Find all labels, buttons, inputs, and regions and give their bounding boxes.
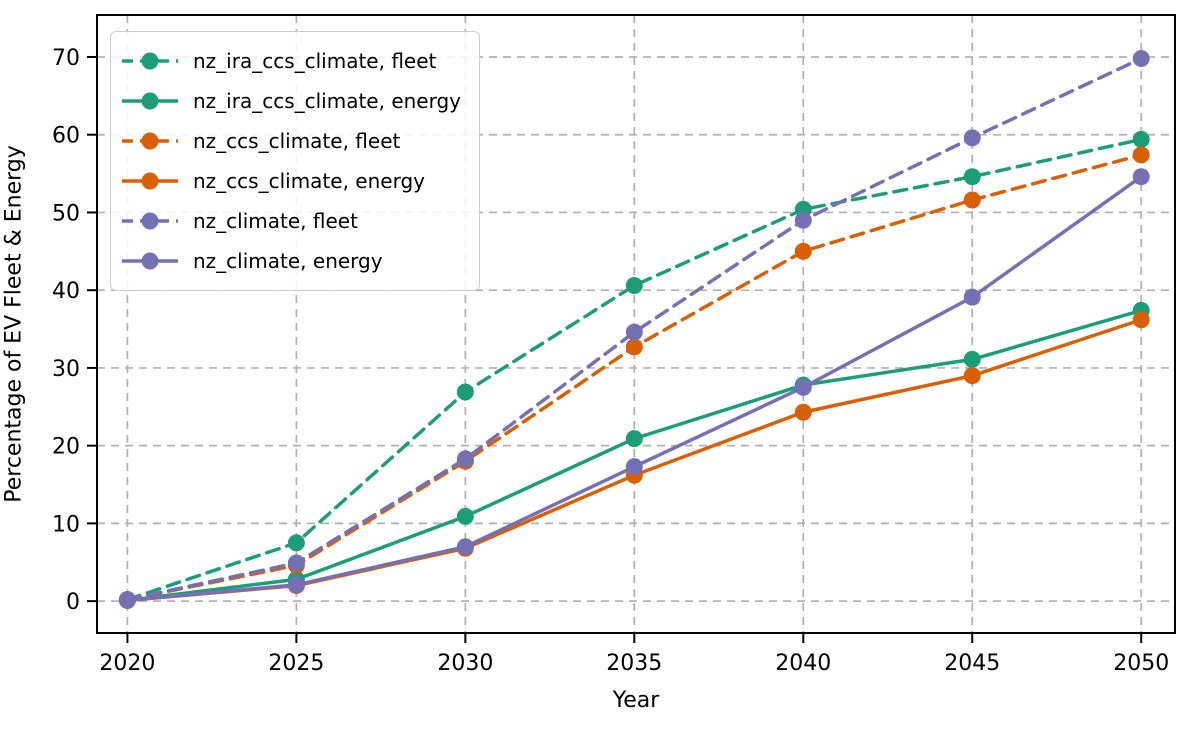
series-marker-2 <box>1132 146 1150 164</box>
y-tick-label: 60 <box>52 124 80 149</box>
axes-frame <box>96 14 1176 634</box>
series-marker-4 <box>287 554 305 572</box>
legend-line-dashed-icon <box>122 212 178 230</box>
series-marker-4 <box>625 323 643 341</box>
legend-entry: nz_ccs_climate, fleet <box>121 121 461 161</box>
series-marker-0 <box>963 168 981 186</box>
y-tick-label: 0 <box>66 590 80 615</box>
series-marker-5 <box>625 458 643 476</box>
series-marker-5 <box>287 576 305 594</box>
series-marker-3 <box>1132 311 1150 329</box>
series-marker-4 <box>794 211 812 229</box>
y-axis-label: Percentage of EV Fleet & Energy <box>1 145 27 503</box>
series-marker-4 <box>456 450 474 468</box>
series-marker-1 <box>456 507 474 525</box>
series-marker-2 <box>794 242 812 260</box>
series-marker-5 <box>963 288 981 306</box>
legend-line-dashed-icon <box>122 132 178 150</box>
series-marker-1 <box>963 350 981 368</box>
series-marker-0 <box>625 277 643 295</box>
legend-entry: nz_ccs_climate, energy <box>121 161 461 201</box>
series-marker-0 <box>287 534 305 552</box>
series-marker-2 <box>963 191 981 209</box>
legend-entry: nz_climate, fleet <box>121 201 461 241</box>
series-marker-4 <box>963 129 981 147</box>
legend-label: nz_ccs_climate, energy <box>193 169 425 193</box>
series-marker-5 <box>456 538 474 556</box>
x-tick-label: 2035 <box>606 651 662 676</box>
legend-label: nz_ira_ccs_climate, energy <box>193 89 462 113</box>
legend-line-dashed-icon <box>122 52 178 70</box>
series-marker-2 <box>625 338 643 356</box>
legend-line-solid-icon <box>122 172 178 190</box>
legend-line-solid-icon <box>122 252 178 270</box>
series-marker-5 <box>118 591 136 609</box>
x-tick-label: 2050 <box>1113 651 1169 676</box>
y-tick-label: 70 <box>52 46 80 71</box>
y-tick-label: 50 <box>52 201 80 226</box>
legend-entry: nz_climate, energy <box>121 241 461 281</box>
legend-label: nz_climate, fleet <box>193 209 358 233</box>
legend-label: nz_ira_ccs_climate, fleet <box>193 49 437 73</box>
legend-label: nz_climate, energy <box>193 249 383 273</box>
x-axis-label: Year <box>612 688 660 713</box>
series-marker-4 <box>1132 50 1150 68</box>
series-marker-5 <box>1132 168 1150 186</box>
legend-line-solid-icon <box>122 92 178 110</box>
y-tick-label: 10 <box>52 512 80 537</box>
series-marker-1 <box>625 430 643 448</box>
y-tick-label: 20 <box>52 435 80 460</box>
legend-entry: nz_ira_ccs_climate, energy <box>121 81 461 121</box>
series-marker-0 <box>1132 130 1150 148</box>
x-tick-label: 2020 <box>99 651 155 676</box>
legend-entry: nz_ira_ccs_climate, fleet <box>121 41 461 81</box>
y-tick-label: 30 <box>52 357 80 382</box>
legend: nz_ira_ccs_climate, fleet nz_ira_ccs_cli… <box>110 31 481 291</box>
series-marker-3 <box>963 367 981 385</box>
x-tick-label: 2045 <box>944 651 1000 676</box>
series-marker-3 <box>794 403 812 421</box>
x-tick-label: 2025 <box>268 651 324 676</box>
series-marker-0 <box>456 383 474 401</box>
x-tick-label: 2040 <box>775 651 831 676</box>
y-tick-label: 40 <box>52 279 80 304</box>
x-tick-label: 2030 <box>437 651 493 676</box>
series-marker-5 <box>794 378 812 396</box>
legend-label: nz_ccs_climate, fleet <box>193 129 401 153</box>
